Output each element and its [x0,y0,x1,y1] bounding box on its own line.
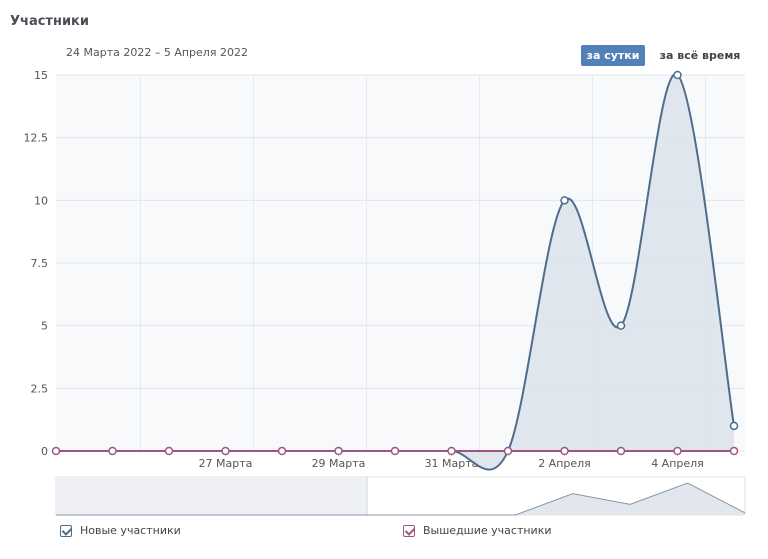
y-tick-label: 12.5 [24,132,49,145]
legend-left-members-label: Вышедшие участники [423,524,552,537]
y-tick-label: 5 [41,320,48,333]
left-members-point[interactable] [277,446,287,456]
y-tick-label: 7.5 [31,257,49,270]
date-range: 24 Марта 2022 – 5 Апреля 2022 [66,46,248,59]
page-title: Участники [10,14,89,29]
left-members-point[interactable] [390,446,400,456]
left-members-point[interactable] [673,446,682,456]
members-chart: 0 2.5 5 7.5 10 12.5 15 27 Марта 29 Марта 31 Март… [24,69,746,516]
y-tick-label: 2.5 [31,382,49,395]
y-tick-labels: 0 2.5 5 7.5 10 12.5 15 [24,69,49,458]
navigator-line [56,482,746,516]
y-tick-label: 15 [34,69,48,82]
per-day-button[interactable]: за сутки [581,45,645,66]
y-tick-label: 0 [41,445,48,458]
new-members-points [560,70,739,431]
navigator-mask [56,477,367,515]
new-members-point[interactable] [560,196,569,205]
x-tick-label: 2 Апреля [538,457,591,470]
left-members-point[interactable] [164,446,174,456]
navigator-area [56,483,745,515]
x-tick-label: 4 Апреля [651,457,704,470]
new-members-area [56,74,734,470]
left-members-point[interactable] [334,446,343,456]
x-tick-label: 29 Марта [312,457,366,470]
legend-left-members[interactable]: Вышедшие участники [403,524,552,537]
left-members-point[interactable] [447,446,456,456]
left-members-point[interactable] [51,446,61,456]
left-members-points [51,446,739,456]
left-members-point[interactable] [221,446,230,456]
left-members-point[interactable] [503,446,513,456]
left-members-point[interactable] [108,446,117,456]
legend-new-members-label: Новые участники [80,524,181,537]
x-tick-labels: 27 Марта 29 Марта 31 Марта 2 Апреля 4 Апреля [199,451,704,470]
left-members-point[interactable] [616,446,626,456]
range-navigator[interactable] [55,476,746,516]
left-members-point[interactable] [729,446,739,456]
y-tick-label: 10 [34,194,48,207]
new-members-checkbox[interactable] [60,524,72,537]
x-tick-label: 31 Марта [425,457,479,470]
new-members-point[interactable] [616,321,626,330]
left-members-point[interactable] [560,446,569,456]
new-members-point[interactable] [673,70,682,80]
legend-new-members[interactable]: Новые участники [60,524,181,537]
all-time-button[interactable]: за всё время [659,49,741,62]
new-members-point[interactable] [729,421,739,431]
x-tick-label: 27 Марта [199,457,253,470]
left-members-checkbox[interactable] [403,524,415,537]
